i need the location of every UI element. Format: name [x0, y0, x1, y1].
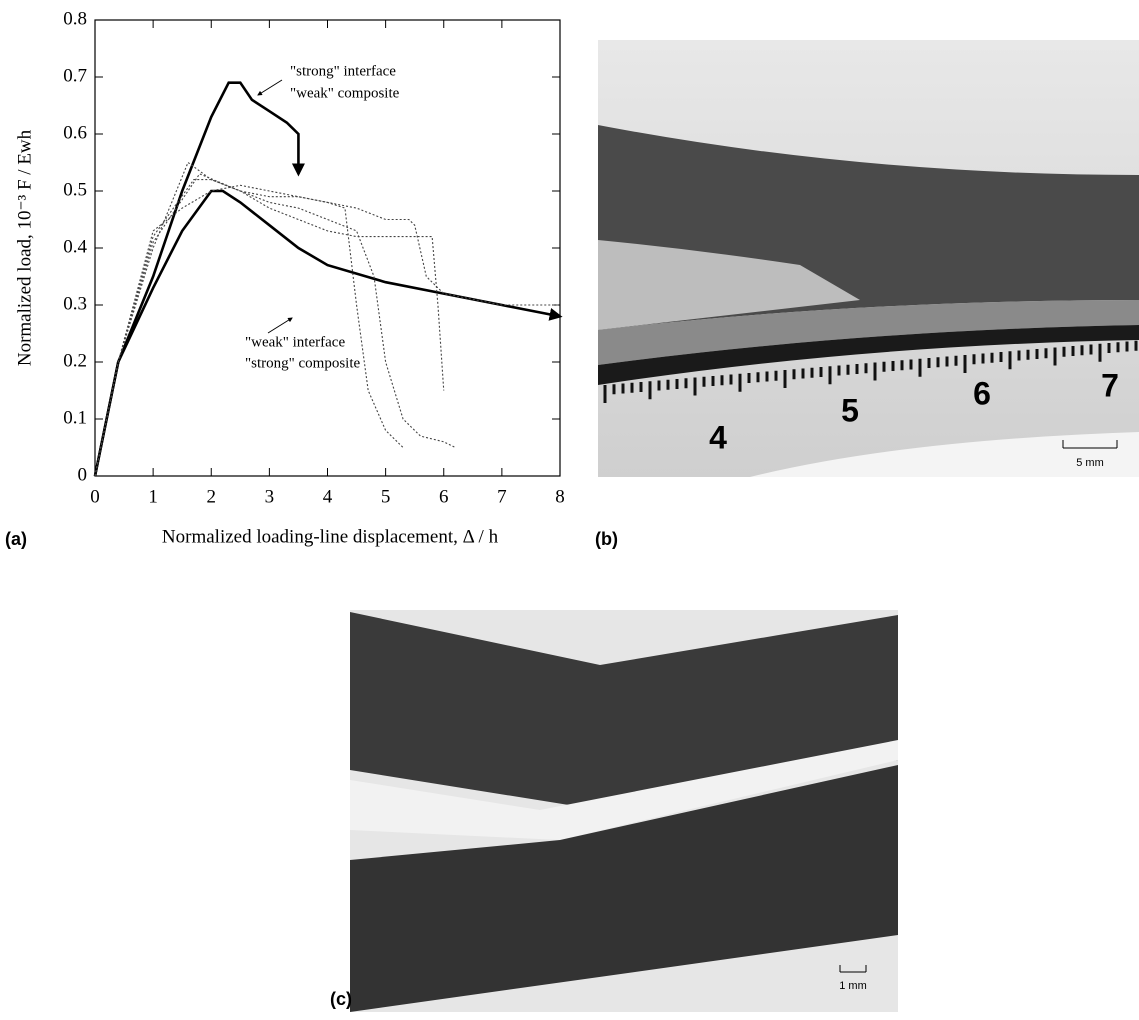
- scale-bar-label: 5 mm: [1076, 457, 1104, 469]
- panel-label: (b): [595, 529, 618, 549]
- panel-label: (c): [330, 989, 352, 1009]
- data-line: [93, 189, 563, 477]
- data-line: [94, 184, 560, 477]
- x-tick-label: 6: [439, 486, 449, 507]
- x-tick-label: 5: [381, 486, 391, 507]
- x-tick-label: 3: [265, 486, 275, 507]
- x-tick-label: 4: [323, 486, 333, 507]
- x-tick-label: 2: [207, 486, 217, 507]
- scale-bar-label: 1 mm: [839, 980, 867, 992]
- y-tick-label: 0.6: [63, 122, 87, 143]
- annotation: "weak" composite: [290, 85, 400, 101]
- panel-label: (a): [5, 529, 27, 549]
- x-tick-label: 8: [555, 486, 565, 507]
- y-tick-label: 0: [78, 464, 88, 485]
- y-tick-label: 0.5: [63, 179, 87, 200]
- data-line: [93, 81, 305, 477]
- y-axis-label: Normalized load, 10⁻³ F / Ewh: [14, 129, 35, 366]
- annotation: "strong" interface: [290, 63, 396, 79]
- y-tick-label: 0.7: [63, 65, 87, 86]
- data-line: [94, 173, 456, 477]
- data-line: [94, 161, 404, 477]
- photo-c: 1 mm: [350, 610, 898, 1012]
- y-tick-label: 0.4: [63, 236, 87, 257]
- y-tick-label: 0.8: [63, 8, 87, 29]
- photo-b: 5 mm 4 5 6 7: [598, 40, 1139, 477]
- x-tick-label: 7: [497, 486, 507, 507]
- y-tick-label: 0.1: [63, 407, 87, 428]
- annotation-arrow: [257, 79, 283, 96]
- x-tick-label: 0: [90, 486, 100, 507]
- y-tick-label: 0.2: [63, 350, 87, 371]
- data-line: [94, 179, 445, 477]
- annotation: "strong" composite: [245, 355, 360, 371]
- x-axis-label: Normalized loading-line displacement, Δ …: [162, 526, 499, 547]
- y-tick-label: 0.3: [63, 293, 87, 314]
- ruler-label: 6: [973, 375, 991, 411]
- annotation: "weak" interface: [245, 334, 345, 350]
- x-tick-label: 1: [148, 486, 158, 507]
- annotation-arrow: [267, 317, 293, 334]
- plot: 0 1 2 3 4 5 6 7 8 0 0.1 0.2 0.3 0.4 0.5 0.6 0.7 0.8 "stron…: [63, 8, 565, 507]
- ruler-label: 7: [1101, 367, 1119, 403]
- ruler-label: 4: [709, 419, 727, 455]
- ruler-label: 5: [841, 392, 859, 428]
